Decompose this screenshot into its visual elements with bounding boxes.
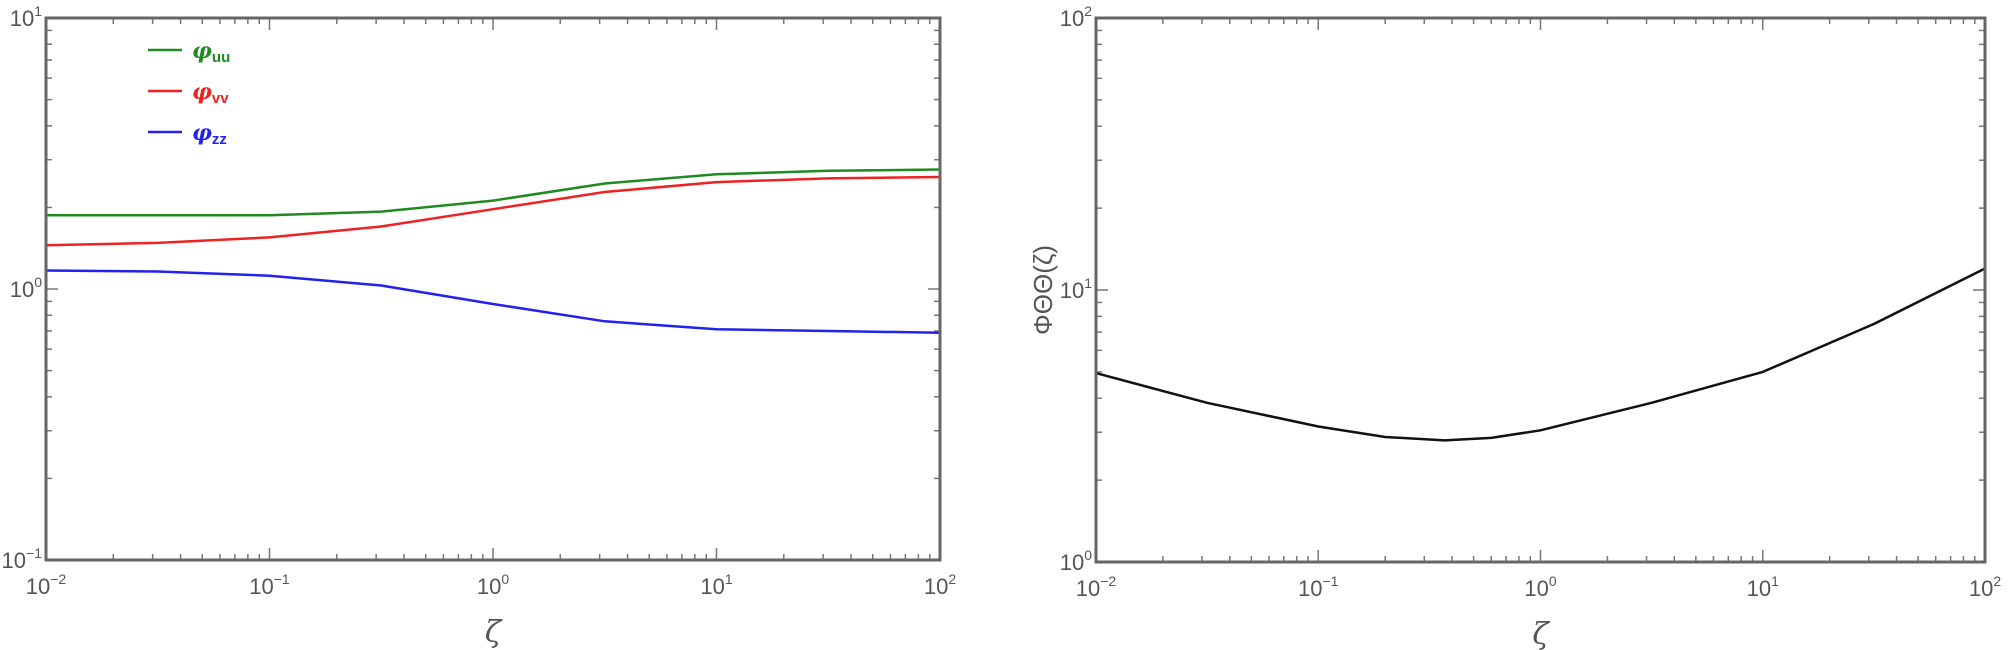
y-tick-exponent: 0 [1084, 547, 1092, 563]
axis-ticks [45, 18, 940, 561]
plot-frame [44, 16, 942, 562]
x-tick-exponent: −1 [1323, 573, 1339, 589]
x-tick-label: 102 [924, 571, 956, 599]
y-tick-label: 100 [10, 274, 42, 302]
x-tick-label: 10−1 [1298, 573, 1339, 601]
x-tick-exponent: 0 [501, 571, 509, 587]
series-line-uu [46, 168, 941, 217]
y-tick-exponent: 1 [1084, 275, 1092, 291]
y-tick-exponent: 0 [34, 274, 42, 290]
x-tick-exponent: 2 [1993, 573, 2001, 589]
y-tick-label: 100 [1060, 547, 1092, 575]
legend-label: φuu [192, 38, 230, 66]
x-tick-label: 10−2 [1076, 573, 1117, 601]
x-tick-label: 101 [1747, 573, 1779, 601]
legend-label: φvv [192, 79, 229, 107]
y-tick-exponent: −1 [26, 545, 42, 561]
legend: φuu φvv φzz [148, 38, 230, 148]
x-tick-exponent: 1 [1771, 573, 1779, 589]
y-tick-exponent: 1 [34, 3, 42, 19]
x-axis-label: ζ [485, 615, 503, 650]
x-tick-label: 10−1 [249, 571, 290, 599]
x-tick-label: 100 [477, 571, 509, 599]
x-tick-exponent: −2 [1100, 573, 1116, 589]
y-tick-label: 102 [1060, 3, 1092, 31]
x-tick-label: 100 [1524, 573, 1556, 601]
series-line-vv [45, 175, 941, 247]
x-tick-exponent: 2 [948, 571, 956, 587]
x-tick-label: 101 [700, 571, 732, 599]
x-tick-label: 102 [1969, 573, 2001, 601]
x-tick-label: 10−2 [26, 571, 67, 599]
series-line-zz [45, 269, 941, 334]
x-tick-exponent: −1 [274, 571, 290, 587]
y-tick-label: 101 [1060, 275, 1092, 303]
y-tick-label: 10−1 [2, 545, 43, 573]
x-axis-label: ζ [1532, 617, 1550, 650]
x-tick-exponent: 0 [1549, 573, 1557, 589]
y-tick-exponent: 2 [1084, 3, 1092, 19]
y-tick-label: 101 [10, 3, 42, 31]
axis-ticks [1095, 18, 1985, 563]
legend-subscript: vv [212, 90, 229, 107]
y-axis-label: ΦΘΘ(ζ) [1028, 245, 1058, 335]
x-tick-exponent: 1 [725, 571, 733, 587]
plot-frame [1094, 16, 1987, 564]
legend-label: φzz [192, 120, 227, 148]
legend-subscript: uu [212, 49, 230, 66]
x-tick-exponent: −2 [50, 571, 66, 587]
series-line-phi-theta [1095, 267, 1986, 442]
legend-subscript: zz [212, 131, 227, 148]
